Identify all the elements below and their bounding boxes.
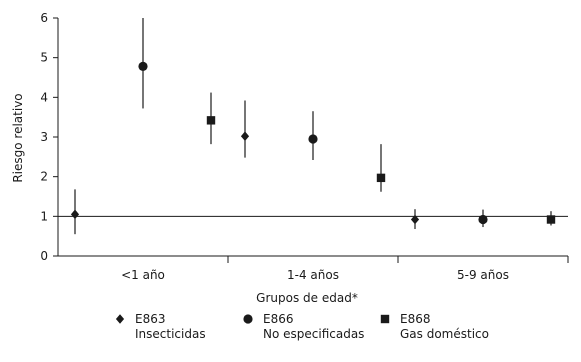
y-tick-label: 0 xyxy=(40,249,48,263)
legend-code: E863 xyxy=(135,312,166,326)
point-E868 xyxy=(206,116,216,125)
legend-code: E868 xyxy=(400,312,431,326)
x-axis-title: Grupos de edad* xyxy=(256,291,358,305)
point-E868 xyxy=(546,215,556,224)
y-tick-label: 4 xyxy=(40,90,48,104)
legend-code: E866 xyxy=(263,312,294,326)
point-E863 xyxy=(410,214,420,225)
point-E863 xyxy=(240,131,250,142)
legend-label: Insecticidas xyxy=(135,327,206,341)
point-E866 xyxy=(478,214,488,225)
x-tick-label: 1-4 años xyxy=(287,268,339,282)
legend-label: Gas doméstico xyxy=(400,327,489,341)
y-tick-label: 3 xyxy=(40,130,48,144)
y-axis-title: Riesgo relativo xyxy=(11,93,25,182)
y-tick-label: 5 xyxy=(40,51,48,65)
y-tick-label: 6 xyxy=(40,11,48,25)
legend-marker-E863 xyxy=(115,314,125,324)
x-tick-label: 5-9 años xyxy=(457,268,509,282)
point-E866 xyxy=(308,134,318,144)
point-E866 xyxy=(138,61,148,71)
legend-marker-E866 xyxy=(243,314,253,324)
x-tick-label: <1 año xyxy=(121,268,165,282)
legend-marker-E868 xyxy=(380,314,390,324)
y-tick-label: 2 xyxy=(40,170,48,184)
chart-marks xyxy=(70,18,556,235)
point-E863 xyxy=(70,209,80,220)
y-tick-label: 1 xyxy=(40,209,48,223)
axes: 0 1 2 3 4 5 6 <1 año 1-4 años 5-9 años xyxy=(40,11,569,282)
legend-label: No especificadas xyxy=(263,327,364,341)
point-E868 xyxy=(376,173,386,183)
